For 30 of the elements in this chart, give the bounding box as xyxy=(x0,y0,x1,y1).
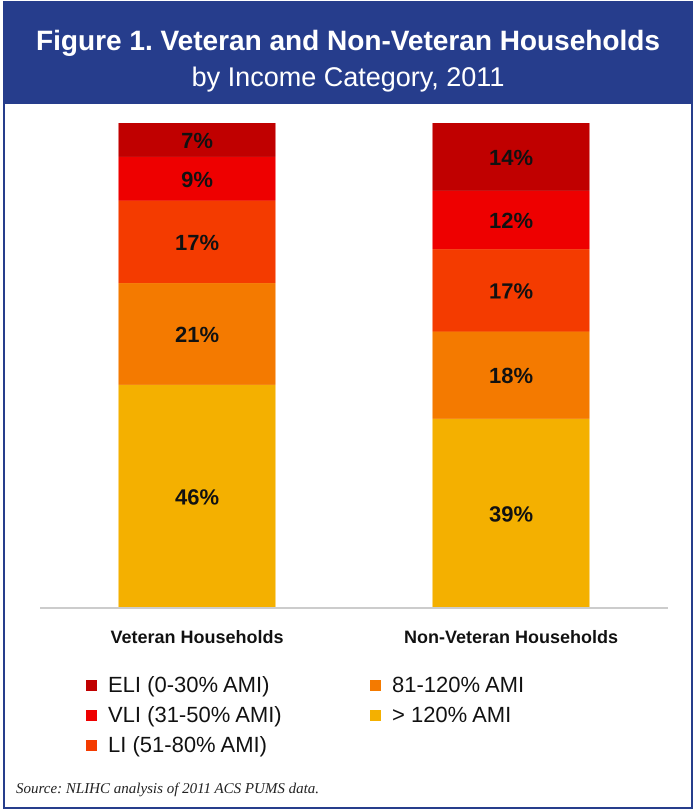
bar xyxy=(432,332,590,419)
bar xyxy=(118,384,276,608)
legend-label: > 120% AMI xyxy=(392,702,512,727)
legend-label: 81-120% AMI xyxy=(392,672,524,697)
data-label: 18% xyxy=(488,363,534,388)
bar xyxy=(118,123,276,157)
data-label: 9% xyxy=(181,166,213,192)
bar xyxy=(432,249,590,332)
data-label: 39% xyxy=(488,501,534,526)
legend-label: ELI (0-30% AMI) xyxy=(108,672,270,697)
bar xyxy=(432,123,590,191)
bar xyxy=(118,200,276,284)
bar xyxy=(432,190,590,250)
data-label: 17% xyxy=(174,230,220,255)
legend-label: VLI (31-50% AMI) xyxy=(108,702,282,727)
source-note: Source: NLIHC analysis of 2011 ACS PUMS data. xyxy=(16,781,320,797)
x-tick-label: Non-Veteran Households xyxy=(404,627,618,647)
legend-label: LI (51-80% AMI) xyxy=(108,732,267,757)
data-label: 21% xyxy=(174,322,220,347)
bar xyxy=(118,283,276,385)
x-tick-label: Veteran Households xyxy=(110,627,284,647)
data-label: 46% xyxy=(174,484,220,510)
data-label: 14% xyxy=(488,144,534,170)
data-label: 17% xyxy=(488,278,534,304)
chart-subtitle: by Income Category, 2011 xyxy=(192,62,504,92)
bar xyxy=(118,156,276,201)
chart-title: Figure 1. Veteran and Non-Veteran Households xyxy=(36,25,660,56)
bar xyxy=(432,418,590,608)
data-label: 7% xyxy=(181,128,213,153)
data-label: 12% xyxy=(488,208,534,233)
